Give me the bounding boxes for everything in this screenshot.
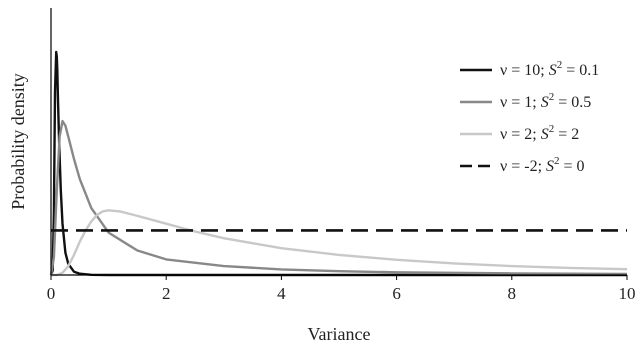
legend: ν = 10; S2 = 0.1 ν = 1; S2 = 0.5 ν = 2; S2… — [460, 59, 599, 175]
x-tick-label: 0 — [47, 284, 56, 303]
x-ticks: 0 2 4 6 8 10 — [47, 275, 636, 303]
x-axis-title: Variance — [308, 324, 371, 344]
legend-label-3: ν = 2; S2 = 2 — [500, 123, 579, 143]
series-line-2 — [49, 119, 628, 276]
legend-label-1: ν = 10; S2 = 0.1 — [500, 59, 599, 79]
x-tick-label: 6 — [392, 284, 401, 303]
x-tick-label: 8 — [508, 284, 517, 303]
x-tick-label: 4 — [277, 284, 286, 303]
legend-label-4: ν = -2; S2 = 0 — [500, 155, 585, 175]
series-line-3 — [51, 209, 628, 277]
x-tick-label: 2 — [162, 284, 171, 303]
y-axis-title: Probability density — [8, 73, 28, 210]
x-tick-label: 10 — [619, 284, 636, 303]
axes-layer — [50, 8, 627, 276]
legend-label-2: ν = 1; S2 = 0.5 — [500, 91, 591, 111]
